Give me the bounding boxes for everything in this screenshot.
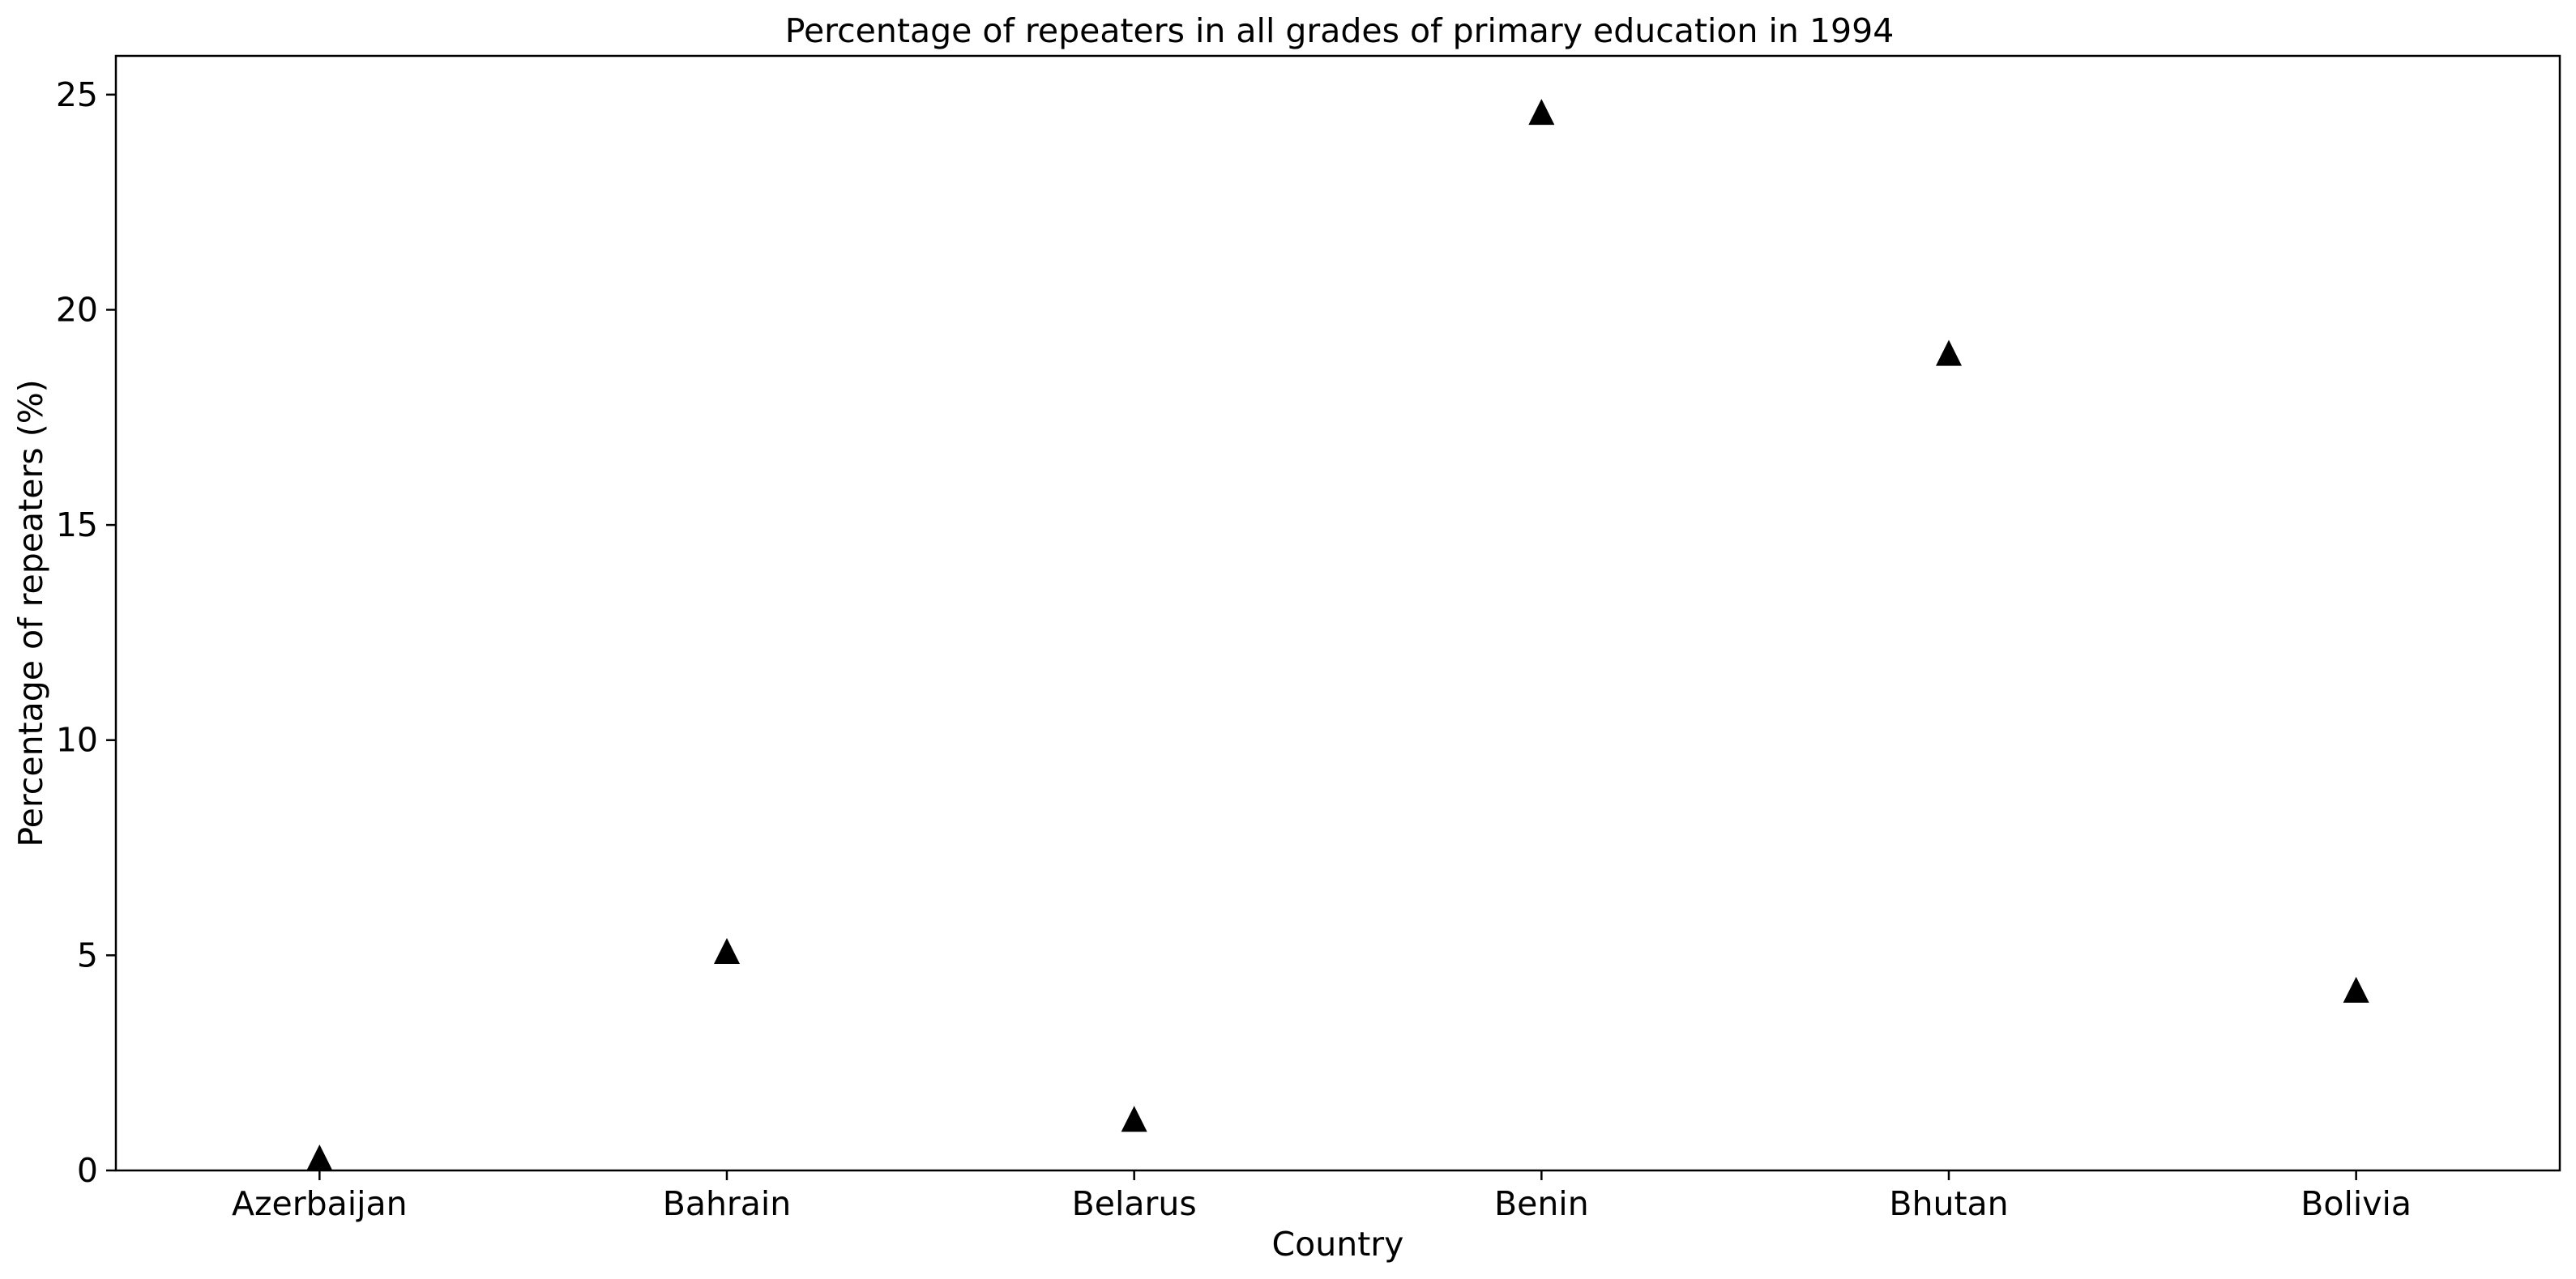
data-point-azerbaijan <box>306 1145 333 1171</box>
data-point-bahrain <box>714 938 740 965</box>
y-tick-label: 0 <box>77 1151 98 1190</box>
data-point-belarus <box>1121 1106 1147 1132</box>
y-tick-label: 25 <box>56 75 98 114</box>
y-tick-label: 10 <box>56 721 98 760</box>
x-tick-label: Belarus <box>1072 1184 1197 1223</box>
x-tick-label: Benin <box>1494 1184 1589 1223</box>
x-tick-label: Bolivia <box>2300 1184 2412 1223</box>
data-points <box>306 99 2369 1171</box>
y-tick-label: 15 <box>56 505 98 544</box>
x-tick-label: Bhutan <box>1889 1184 2008 1223</box>
y-tick-label: 5 <box>77 936 98 974</box>
y-axis-ticks: 0 5 10 15 20 25 <box>56 75 116 1190</box>
x-axis-ticks: Azerbaijan Bahrain Belarus Benin Bhutan Boliv… <box>232 1170 2412 1223</box>
data-point-bhutan <box>1936 339 1962 366</box>
data-point-bolivia <box>2343 976 2369 1003</box>
y-tick-label: 20 <box>56 290 98 329</box>
x-axis-label: Country <box>1272 1225 1404 1264</box>
y-axis-label: Percentage of repeaters (%) <box>11 379 50 846</box>
chart-title: Percentage of repeaters in all grades of… <box>785 11 1895 50</box>
data-point-benin <box>1528 99 1555 126</box>
plot-area <box>114 54 2561 1172</box>
x-tick-label: Azerbaijan <box>232 1184 408 1223</box>
x-tick-label: Bahrain <box>663 1184 792 1223</box>
